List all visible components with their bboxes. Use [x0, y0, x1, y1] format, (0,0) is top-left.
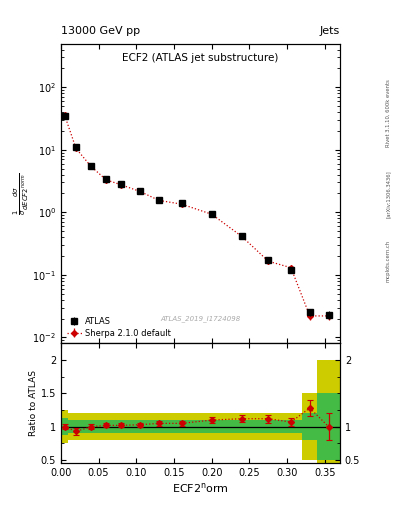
Text: Rivet 3.1.10, 600k events: Rivet 3.1.10, 600k events — [386, 79, 391, 146]
Text: Jets: Jets — [320, 26, 340, 36]
Text: [arXiv:1306.3436]: [arXiv:1306.3436] — [386, 170, 391, 219]
Legend: ATLAS, Sherpa 2.1.0 default: ATLAS, Sherpa 2.1.0 default — [65, 315, 173, 339]
Y-axis label: Ratio to ATLAS: Ratio to ATLAS — [29, 370, 38, 436]
Text: ATLAS_2019_I1724098: ATLAS_2019_I1724098 — [160, 316, 241, 323]
Y-axis label: $\frac{1}{\sigma}\frac{d\sigma}{dECF2^{norm}}$: $\frac{1}{\sigma}\frac{d\sigma}{dECF2^{n… — [12, 173, 31, 215]
X-axis label: ECF2$^{\rm n}$orm: ECF2$^{\rm n}$orm — [172, 481, 229, 495]
Text: 13000 GeV pp: 13000 GeV pp — [61, 26, 140, 36]
Text: mcplots.cern.ch: mcplots.cern.ch — [386, 240, 391, 282]
Text: ECF2 (ATLAS jet substructure): ECF2 (ATLAS jet substructure) — [122, 53, 279, 62]
